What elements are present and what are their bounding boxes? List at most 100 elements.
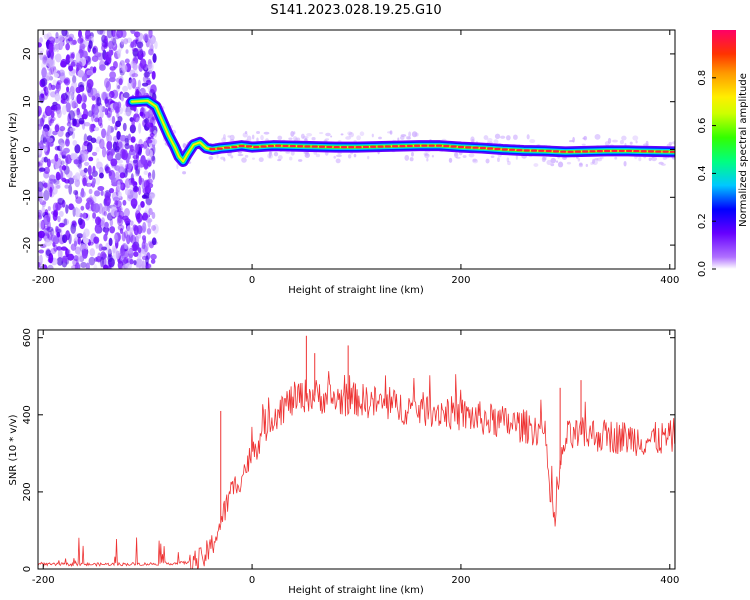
band-speckle <box>273 151 279 157</box>
noise-speckle <box>121 264 128 269</box>
noise-speckle <box>97 186 105 192</box>
noise-speckle <box>149 132 155 138</box>
noise-speckle <box>68 110 75 121</box>
noise-speckle <box>112 245 116 254</box>
band-speckle <box>268 155 272 158</box>
noise-speckle <box>140 143 144 149</box>
noise-speckle <box>122 257 129 264</box>
spectrogram-y-axis-label: Frequency (Hz) <box>8 112 19 188</box>
band-speckle <box>555 160 559 163</box>
band-speckle <box>367 155 370 160</box>
noise-speckle <box>139 111 144 117</box>
noise-speckle <box>54 54 59 60</box>
band-speckle <box>599 156 604 159</box>
band-speckle <box>260 134 264 141</box>
noise-speckle <box>58 222 65 228</box>
noise-speckle <box>42 136 47 144</box>
noise-speckle <box>109 218 114 227</box>
noise-speckle <box>83 40 88 48</box>
band-speckle <box>222 134 226 140</box>
band-speckle <box>263 131 270 135</box>
noise-speckle <box>113 233 119 244</box>
noise-speckle <box>73 255 79 262</box>
band-speckle <box>267 153 273 159</box>
noise-speckle <box>52 79 57 86</box>
noise-speckle <box>133 31 141 38</box>
noise-speckle <box>45 72 52 81</box>
noise-speckle <box>145 255 149 267</box>
x-tick-label: 400 <box>660 275 679 286</box>
noise-speckle <box>145 204 151 216</box>
noise-speckle <box>107 40 115 49</box>
noise-speckle <box>38 220 45 230</box>
noise-speckle <box>127 80 134 90</box>
band-speckle <box>237 153 244 157</box>
noise-speckle <box>77 236 82 245</box>
noise-speckle <box>105 81 111 92</box>
noise-speckle <box>75 52 81 63</box>
band-speckle <box>497 157 500 163</box>
noise-speckle <box>38 255 43 262</box>
noise-speckle <box>40 77 48 87</box>
noise-speckle <box>54 153 59 162</box>
noise-speckle <box>90 87 98 97</box>
noise-speckle <box>54 92 61 102</box>
band-speckle <box>220 156 226 160</box>
band-speckle <box>182 143 187 148</box>
band-speckle <box>290 130 295 137</box>
noise-speckle <box>43 156 48 163</box>
noise-speckle <box>98 243 103 252</box>
noise-speckle <box>133 69 138 75</box>
band-speckle <box>318 131 324 135</box>
noise-speckle <box>45 48 49 57</box>
noise-speckle <box>153 223 159 234</box>
band-speckle <box>303 151 310 154</box>
y-tick-label: 600 <box>22 328 33 347</box>
noise-speckle <box>99 138 105 150</box>
band-speckle <box>592 158 596 164</box>
noise-speckle <box>46 212 51 223</box>
noise-speckle <box>107 112 112 121</box>
band-speckle <box>387 131 392 134</box>
noise-speckle <box>97 252 101 262</box>
noise-speckle <box>92 177 96 186</box>
band-speckle <box>347 131 353 136</box>
noise-speckle <box>124 58 130 64</box>
snr-series-line <box>38 371 675 569</box>
noise-speckle <box>49 228 55 236</box>
noise-speckle <box>107 124 111 136</box>
noise-speckle <box>99 111 104 119</box>
band-speckle <box>277 135 283 141</box>
band-speckle <box>345 136 351 140</box>
noise-speckle <box>124 142 130 150</box>
spectrogram-y-ticks: -20 -10 0 10 20 <box>22 48 675 253</box>
noise-speckle <box>122 85 129 93</box>
noise-speckle <box>68 184 73 195</box>
noise-speckle <box>133 113 140 123</box>
band-speckle <box>230 155 234 159</box>
noise-speckle <box>119 163 126 174</box>
band-speckle <box>325 138 330 141</box>
snr-plot-area <box>38 335 675 569</box>
y-tick-label: 0 <box>22 566 33 572</box>
noise-speckle <box>55 184 61 189</box>
noise-speckle <box>117 116 123 122</box>
noise-speckle <box>129 227 134 234</box>
y-tick-label: 200 <box>22 482 33 501</box>
noise-speckle <box>66 121 72 127</box>
snr-y-ticks: 0 200 400 600 <box>22 328 675 572</box>
noise-speckle <box>129 69 136 78</box>
band-speckle <box>378 136 382 140</box>
noise-speckle <box>143 170 149 176</box>
noise-speckle <box>38 160 44 166</box>
noise-speckle <box>42 54 48 64</box>
noise-speckle <box>123 249 130 258</box>
noise-speckle <box>116 30 124 39</box>
band-speckle <box>256 130 261 135</box>
noise-speckle <box>83 161 90 166</box>
noise-speckle <box>43 33 50 40</box>
noise-speckle <box>67 249 71 255</box>
noise-speckle <box>117 224 125 231</box>
noise-speckle <box>87 241 94 246</box>
noise-speckle <box>79 243 86 249</box>
